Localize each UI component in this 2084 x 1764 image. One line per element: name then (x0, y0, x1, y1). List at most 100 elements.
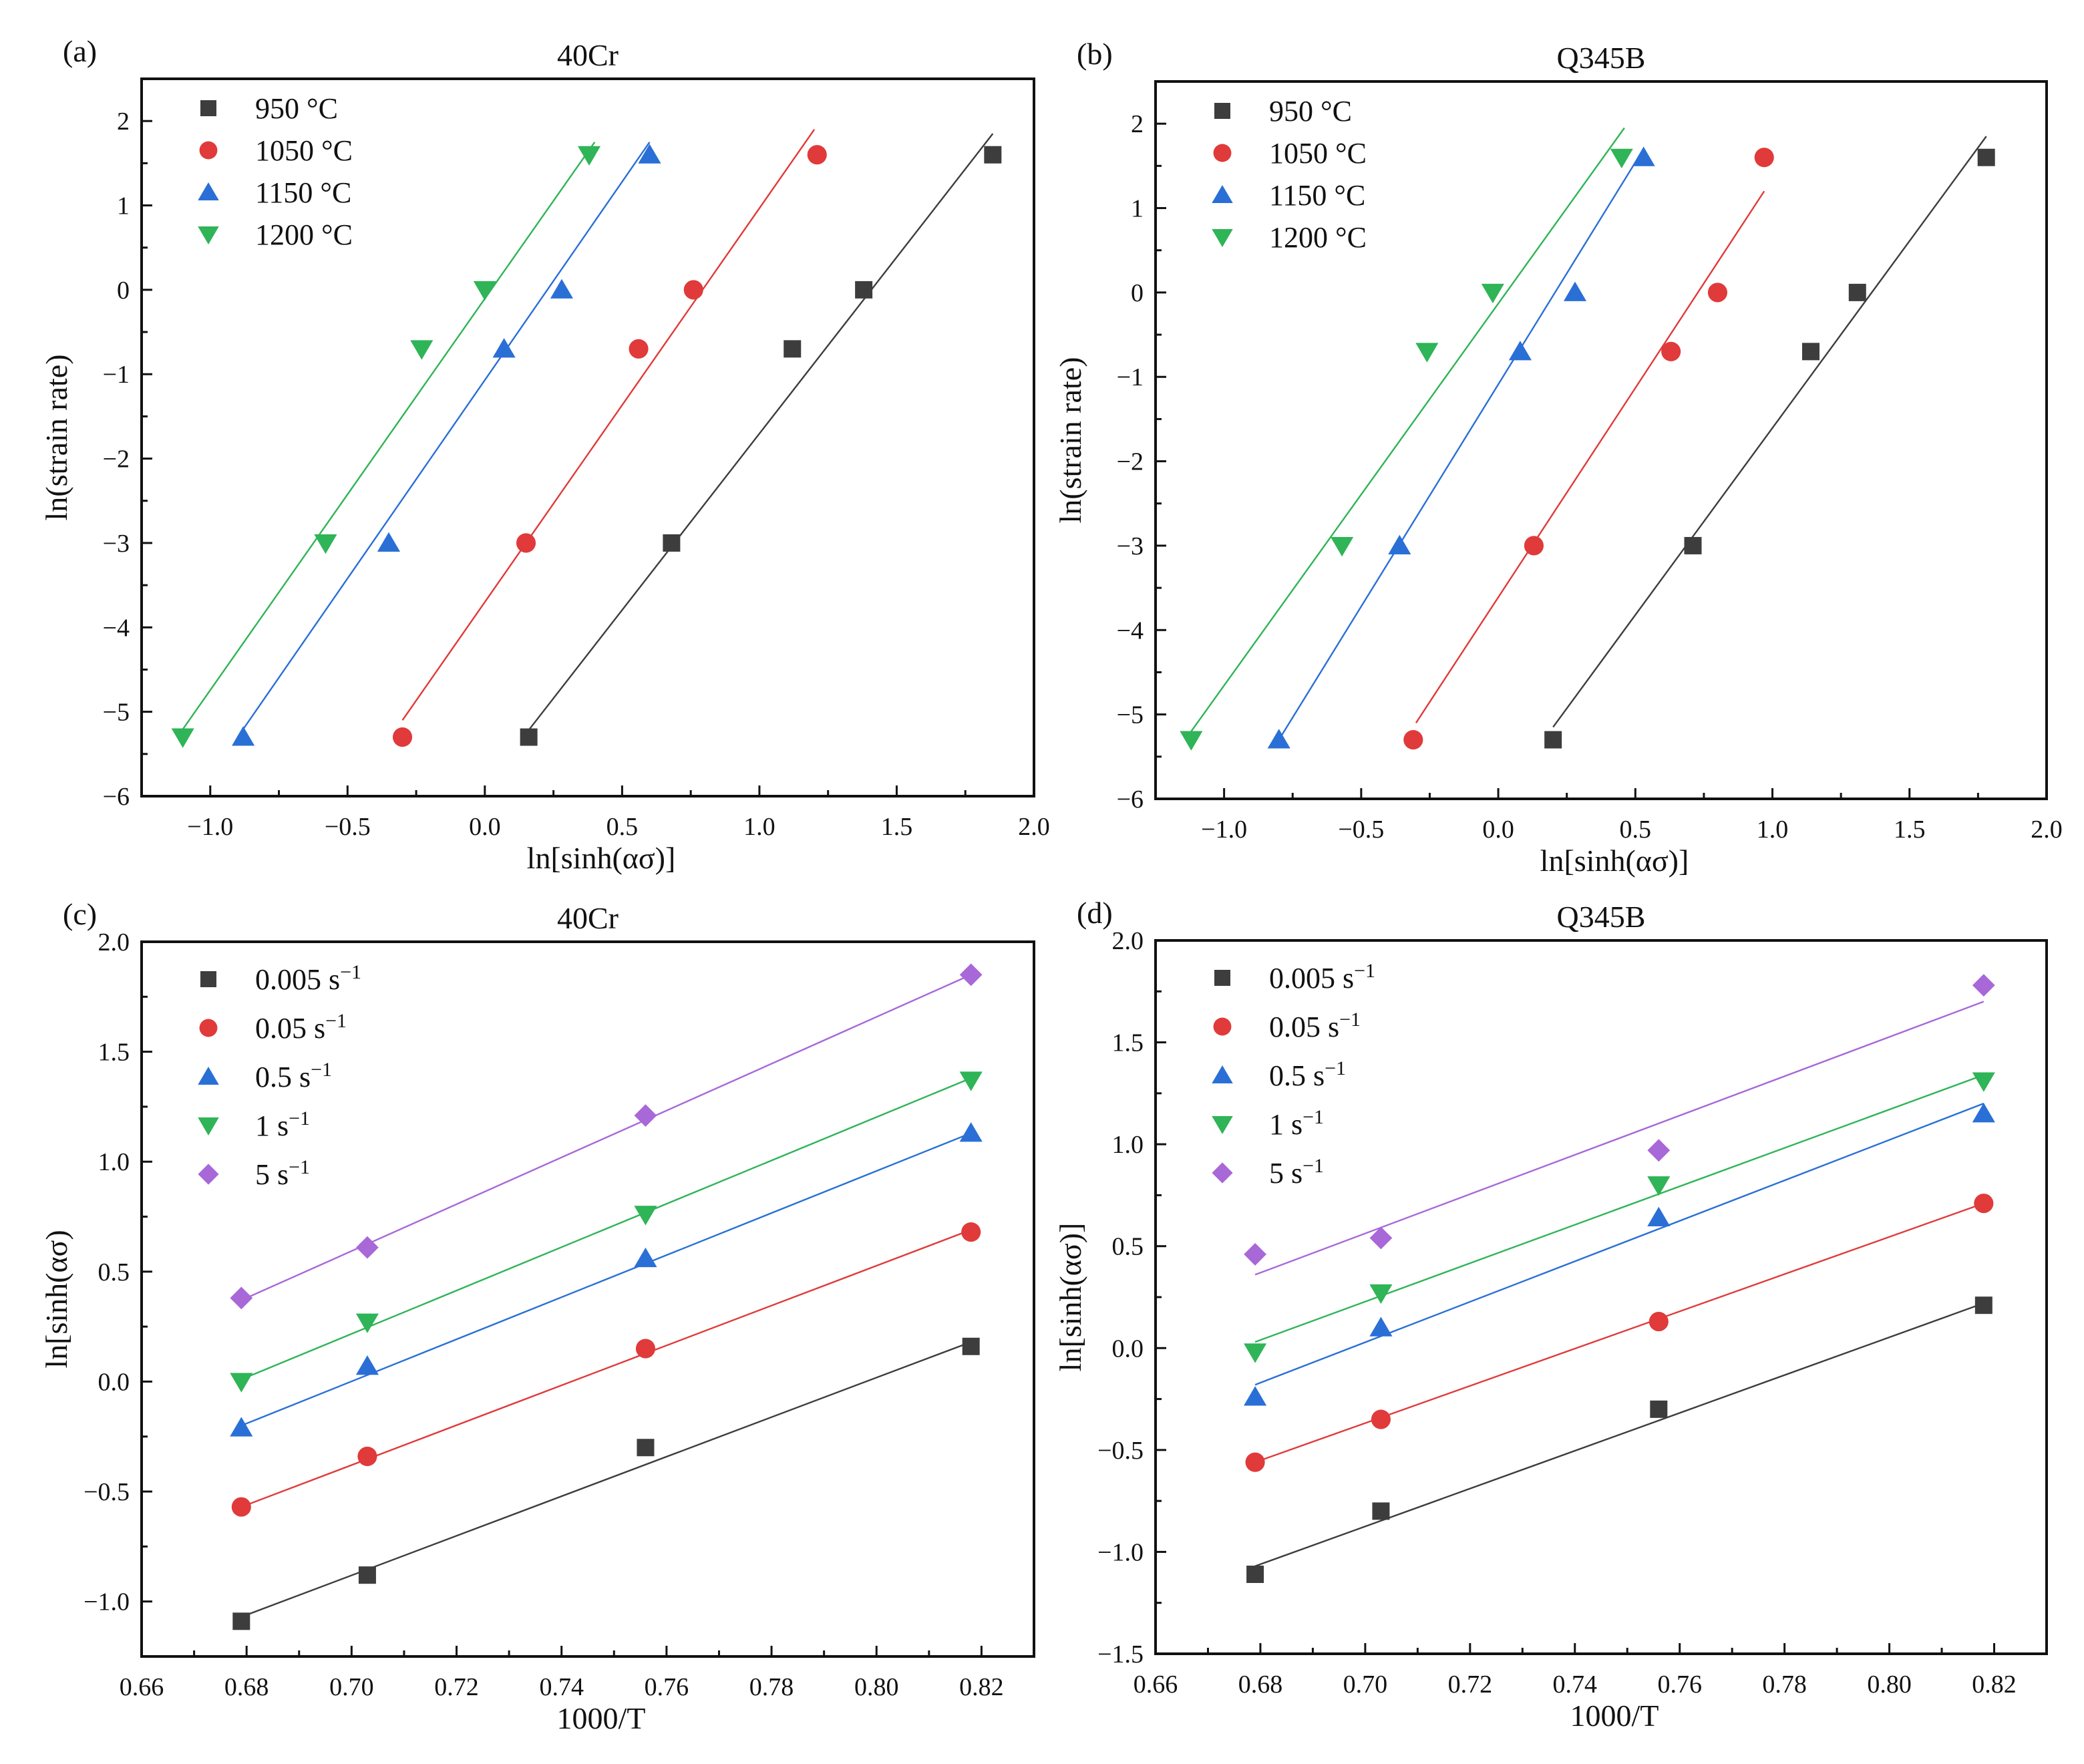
data-point (1610, 148, 1633, 168)
fit-lines (1190, 127, 1987, 741)
legend-label-text: 5 s (255, 1158, 289, 1191)
legend-label: 5 s−1 (1269, 1155, 1324, 1190)
data-point (1684, 536, 1702, 554)
data-point (959, 1071, 983, 1091)
y-tick-label: −6 (1117, 785, 1144, 814)
x-tick-label: 0.72 (1448, 1670, 1493, 1699)
y-tick-label: 1.5 (98, 1039, 130, 1067)
fit-line-series-4 (240, 1077, 972, 1381)
legend-label-superscript: −1 (325, 1010, 347, 1032)
data-point (314, 534, 337, 554)
data-series-1 (232, 1337, 980, 1630)
data-point (171, 728, 194, 748)
x-tick-label: 0.82 (1972, 1670, 2017, 1699)
x-tick-label: 2.0 (1018, 813, 1050, 841)
x-tick-label: 0.76 (645, 1673, 689, 1701)
fit-lines (176, 129, 994, 738)
fit-line-series-4 (1254, 1074, 1984, 1343)
legend-label-text: 1050 °C (255, 134, 353, 167)
legend: 0.005 s−10.05 s−10.5 s−11 s−15 s−1 (1212, 960, 1375, 1190)
data-point (1563, 281, 1587, 301)
x-tick-label: 0.74 (539, 1673, 584, 1701)
y-tick-label: −0.5 (1097, 1437, 1144, 1465)
data-point (230, 1286, 253, 1310)
data-series-2 (1403, 148, 1774, 750)
y-axis: −6 −5 −4 −3 −2 −1 0 1 2 (103, 108, 152, 811)
data-point (1403, 729, 1423, 750)
data-point (357, 1446, 377, 1466)
fit-line-series-1 (1254, 1302, 1984, 1567)
data-point (962, 1337, 980, 1355)
panel-title: Q345B (1557, 900, 1646, 934)
y-tick-label: −2 (103, 446, 130, 474)
x-axis: −1.0 −0.5 0.0 0.5 1.0 1.5 2.0 (187, 785, 1050, 841)
legend-label-superscript: −1 (1354, 960, 1375, 982)
legend-label-text: 0.005 s (1269, 962, 1354, 995)
plot-frame (140, 940, 1035, 1658)
data-point (358, 1566, 376, 1584)
chart-panel-3: 0.66 0.68 0.70 0.72 0.74 0.76 0.78 0.80 0.82 −1.0… (39, 897, 1035, 1735)
legend-marker (1212, 185, 1233, 203)
y-tick-label: 1.0 (1112, 1131, 1144, 1159)
data-point (629, 339, 649, 359)
data-series-2 (392, 145, 827, 747)
x-axis: 0.66 0.68 0.70 0.72 0.74 0.76 0.78 0.80 0.82 (1134, 1643, 2017, 1699)
data-point (635, 1339, 656, 1359)
y-tick-label: 0.0 (1112, 1335, 1144, 1363)
data-point (634, 1104, 657, 1127)
data-point (1244, 1343, 1267, 1363)
data-series-1 (1544, 148, 1995, 749)
legend-label-superscript: −1 (311, 1059, 332, 1081)
legend: 950 °C 1050 °C 1150 °C 1200 °C (1212, 95, 1367, 254)
legend-label: 0.05 s−1 (1269, 1009, 1361, 1044)
panel-title: 40Cr (557, 38, 619, 72)
data-series-3 (1244, 1103, 1995, 1406)
legend-label: 1200 °C (255, 218, 353, 251)
panel-title: Q345B (1557, 41, 1646, 75)
data-point (355, 1313, 379, 1333)
legend-label-text: 1 s (1269, 1108, 1302, 1141)
legend-label-superscript: −1 (1339, 1009, 1361, 1031)
x-tick-label: 0.70 (329, 1673, 374, 1701)
y-tick-label: −4 (1117, 616, 1144, 645)
fit-line-series-2 (1254, 1202, 1984, 1463)
legend-marker (1214, 103, 1230, 119)
data-series-3 (1267, 146, 1655, 749)
legend-marker (1212, 229, 1233, 247)
x-tick-label: 1.0 (743, 813, 775, 841)
y-axis-label: ln[sinh(ασ) (39, 1230, 73, 1368)
data-point (1974, 1296, 1992, 1314)
y-tick-label: −0.5 (83, 1478, 130, 1506)
data-series-2 (1245, 1194, 1994, 1472)
fit-line-series-4 (176, 142, 596, 738)
x-tick-label: 0.66 (120, 1673, 164, 1701)
data-point (1648, 1312, 1669, 1332)
y-tick-label: −1.0 (83, 1588, 130, 1616)
data-point (1369, 1226, 1393, 1250)
data-point (1848, 283, 1866, 301)
data-point (634, 1206, 657, 1226)
legend-label: 1150 °C (255, 176, 351, 209)
data-point (1802, 343, 1820, 361)
y-tick-label: 1 (117, 192, 130, 220)
legend-marker (199, 141, 218, 160)
data-point (473, 281, 496, 301)
x-tick-label: 0.80 (854, 1673, 899, 1701)
chart-panel-1: −1.0 −0.5 0.0 0.5 1.0 1.5 2.0 −6 −5 −4 −3 −2 −1 0 1 2 95… (39, 34, 1050, 875)
data-point (1647, 1176, 1671, 1196)
x-tick-label: 1.0 (1757, 816, 1789, 844)
data-point (392, 727, 413, 747)
data-point (520, 728, 538, 746)
x-axis: −1.0 −0.5 0.0 0.5 1.0 1.5 2.0 (1201, 788, 2063, 844)
y-axis: −1.0 −0.5 0.0 0.5 1.0 1.5 2.0 (83, 928, 152, 1616)
x-tick-label: 0.66 (1134, 1670, 1178, 1699)
legend-label-text: 950 °C (255, 92, 338, 125)
data-point (1415, 343, 1439, 363)
y-tick-label: −6 (103, 783, 130, 811)
legend-label: 950 °C (255, 92, 338, 125)
fit-line-series-4 (1190, 127, 1625, 732)
legend-marker (200, 100, 216, 116)
y-tick-label: 0 (1131, 279, 1144, 307)
x-tick-label: 1.5 (881, 813, 913, 841)
